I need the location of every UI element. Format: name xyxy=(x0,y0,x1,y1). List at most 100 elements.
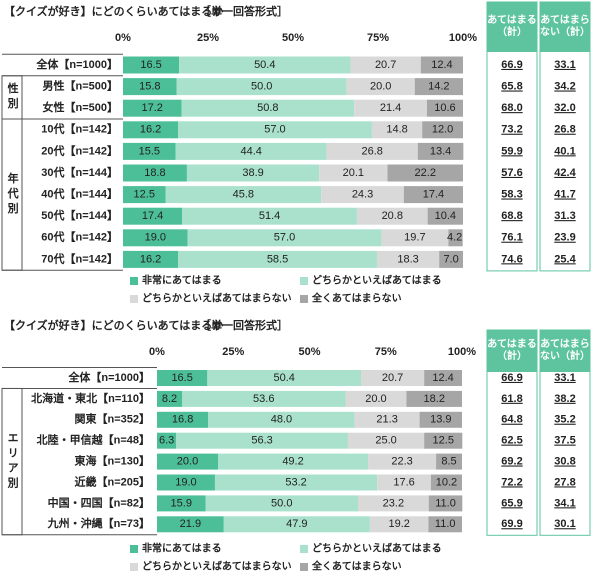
bar-segment xyxy=(420,56,463,74)
bar-segment xyxy=(207,370,362,386)
value-label: 20.1 xyxy=(343,167,364,179)
value-label: 22.2 xyxy=(415,167,436,179)
bar-segment xyxy=(223,516,370,533)
total-value: 65.9 xyxy=(501,497,522,509)
bar-segment xyxy=(346,78,415,96)
x-tick-label: 25% xyxy=(222,346,244,358)
bar-segment xyxy=(326,142,418,160)
value-label: 10.6 xyxy=(434,102,455,114)
value-label: 21.3 xyxy=(376,414,397,426)
bar-segment xyxy=(157,516,224,533)
bar-segment xyxy=(123,78,177,96)
bar-segment xyxy=(377,474,431,491)
value-label: 20.7 xyxy=(382,372,403,384)
value-label: 50.0 xyxy=(251,81,272,93)
bar-segment xyxy=(123,186,166,204)
value-label: 44.4 xyxy=(240,145,261,157)
total-value: 74.6 xyxy=(501,253,522,265)
total-value: 69.2 xyxy=(501,456,522,468)
value-label: 17.4 xyxy=(142,210,163,222)
value-label: 19.0 xyxy=(145,232,166,244)
bar-segment xyxy=(376,250,440,268)
chart-subtitle: ［単一回答形式］ xyxy=(200,318,288,332)
value-label: 50.4 xyxy=(273,372,294,384)
total-value: 30.8 xyxy=(554,456,575,468)
total-header: あてはまる（計） xyxy=(487,338,537,363)
bar-segment xyxy=(157,411,209,428)
x-tick-label: 0% xyxy=(149,346,165,358)
value-label: 50.0 xyxy=(271,497,292,509)
bar-segment xyxy=(354,99,427,117)
value-label: 13.4 xyxy=(430,145,451,157)
bar-segment xyxy=(179,56,351,74)
value-label: 21.9 xyxy=(180,518,201,530)
x-tick-label: 0% xyxy=(115,32,131,44)
total-header: あてはまらない（計） xyxy=(540,14,590,39)
total-column-header xyxy=(487,2,537,52)
value-label: 16.2 xyxy=(140,124,161,136)
category-label: 20代【n=142】 xyxy=(41,143,118,157)
bar-segment xyxy=(187,229,382,247)
total-value: 34.2 xyxy=(554,81,575,93)
value-label: 23.2 xyxy=(383,497,404,509)
value-label: 15.5 xyxy=(139,145,160,157)
bar-segment xyxy=(428,516,462,533)
value-label: 20.0 xyxy=(177,456,198,468)
legend-label: どちらかといえばあてはまらない xyxy=(142,560,292,573)
total-value: 26.8 xyxy=(554,124,575,136)
value-label: 57.0 xyxy=(274,232,295,244)
bar-segment xyxy=(182,207,357,225)
bar-segment xyxy=(186,164,320,182)
x-tick-label: 75% xyxy=(375,346,397,358)
total-column-header xyxy=(487,330,537,372)
bar-segment xyxy=(157,495,206,512)
value-label: 49.2 xyxy=(282,456,303,468)
value-label: 10.2 xyxy=(436,476,457,488)
bar-segment xyxy=(369,516,429,533)
category-label: 70代【n=142】 xyxy=(41,251,118,265)
category-label: 北海道・東北【n=110】 xyxy=(31,391,150,405)
bar-segment xyxy=(181,99,355,117)
total-value: 68.8 xyxy=(501,210,522,222)
bar-segment xyxy=(176,78,347,96)
x-tick-label: 50% xyxy=(282,32,304,44)
value-label: 17.4 xyxy=(423,189,444,201)
total-header: あてはまる（計） xyxy=(487,14,537,39)
total-value: 73.2 xyxy=(501,124,522,136)
bar-segment xyxy=(123,164,187,182)
category-label: 50代【n=144】 xyxy=(41,208,118,222)
bar-segment xyxy=(123,250,179,268)
bar-segment xyxy=(368,453,437,470)
value-label: 8.2 xyxy=(162,393,177,405)
value-label: 47.9 xyxy=(286,518,307,530)
value-label: 12.4 xyxy=(431,59,452,71)
value-label: 19.0 xyxy=(175,476,196,488)
bar-segment xyxy=(430,474,462,491)
total-value: 30.1 xyxy=(554,518,575,530)
category-label: 全体【n=1000】 xyxy=(67,370,150,384)
legend-label: 全くあてはまらない xyxy=(311,560,402,573)
value-label: 11.0 xyxy=(435,497,456,509)
value-label: 12.5 xyxy=(433,435,454,447)
total-value: 34.1 xyxy=(554,497,575,509)
value-label: 24.3 xyxy=(352,189,373,201)
value-label: 45.8 xyxy=(233,189,254,201)
group-label: 年代別 xyxy=(6,171,20,217)
value-label: 10.4 xyxy=(435,210,456,222)
total-value: 69.9 xyxy=(501,518,522,530)
total-value: 72.2 xyxy=(501,476,522,488)
bar-segment xyxy=(123,121,179,139)
value-label: 58.5 xyxy=(267,253,288,265)
value-label: 14.2 xyxy=(428,81,449,93)
total-value: 25.4 xyxy=(554,253,576,265)
value-label: 18.8 xyxy=(144,167,165,179)
bar-segment xyxy=(448,229,463,247)
category-label: 北陸・甲信越【n=48】 xyxy=(37,433,150,447)
bar-segment xyxy=(182,390,346,407)
total-value: 33.1 xyxy=(554,372,575,384)
category-label: 近畿【n=205】 xyxy=(75,474,151,488)
bar-segment xyxy=(218,453,369,470)
value-label: 11.0 xyxy=(435,518,456,530)
bar-segment xyxy=(403,186,463,204)
bar-segment xyxy=(356,207,428,225)
